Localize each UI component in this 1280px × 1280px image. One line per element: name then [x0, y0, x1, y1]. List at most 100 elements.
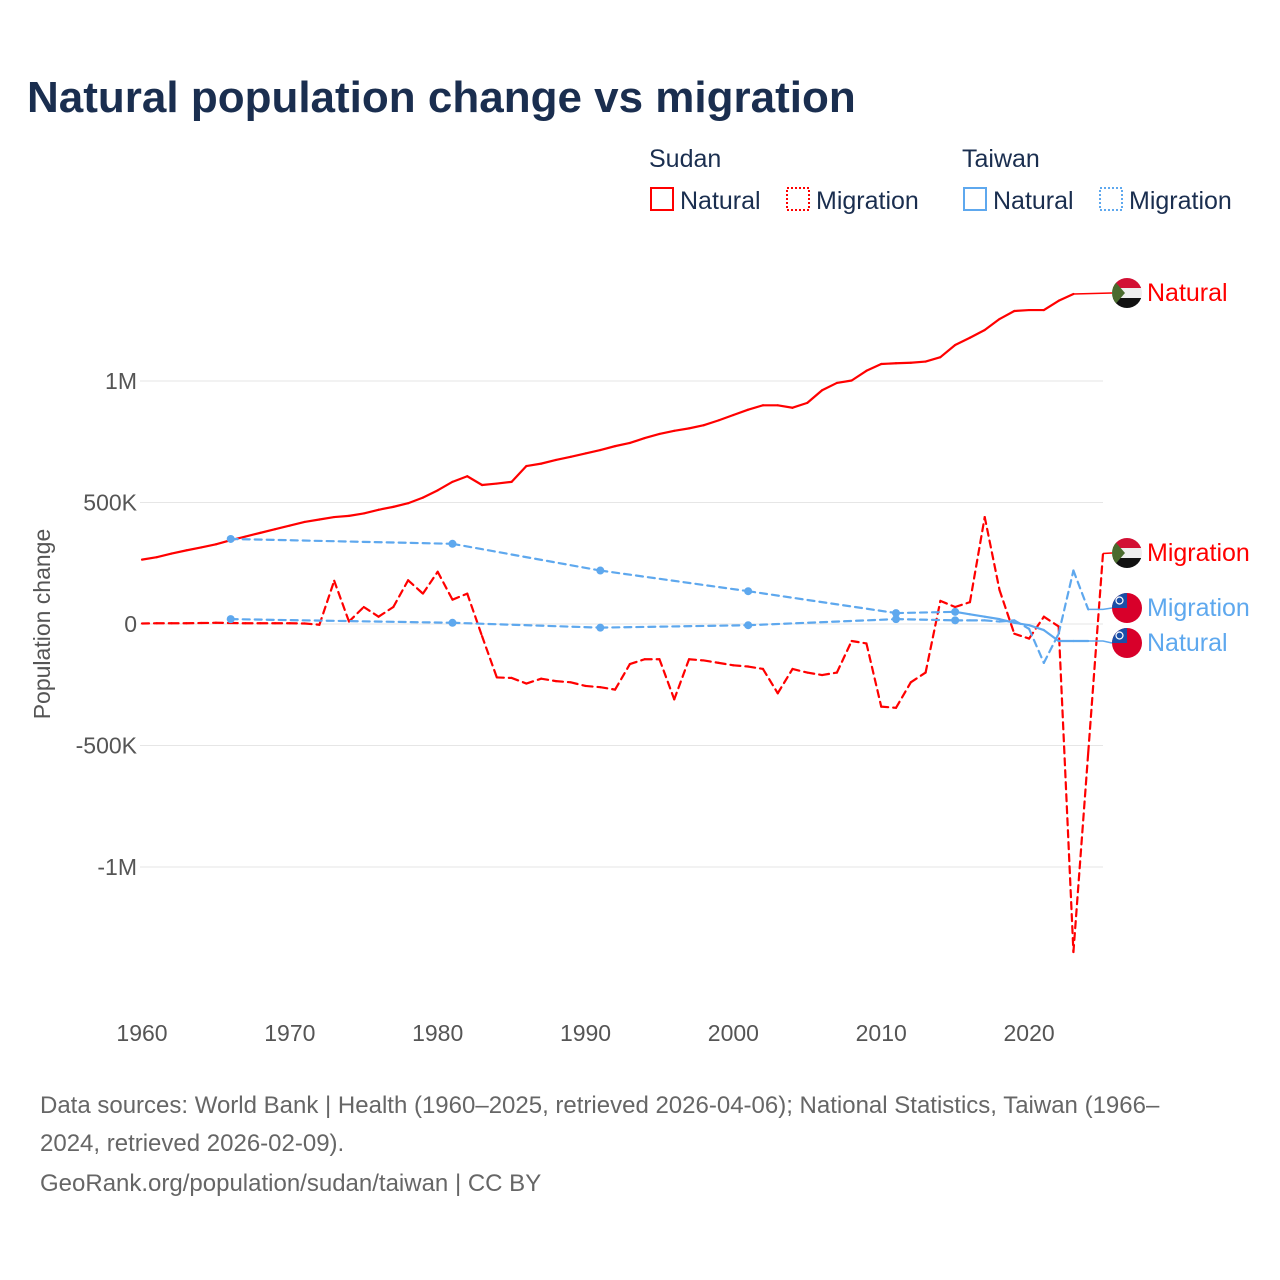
chart-title: Natural population change vs migration: [27, 73, 856, 122]
y-tick-label: -1M: [97, 854, 137, 880]
line-segment: [599, 569, 750, 593]
data-point[interactable]: [448, 539, 457, 548]
line-segment: [170, 549, 188, 555]
x-tick-label: 2000: [708, 1020, 759, 1046]
line-segment: [894, 681, 912, 709]
line-segment: [983, 317, 1001, 332]
line-segment: [1013, 619, 1031, 630]
legend-group-sudan: Sudan: [649, 145, 721, 173]
line-segment: [998, 309, 1016, 321]
line-segment: [466, 475, 484, 487]
legend-label-taiwan-natural[interactable]: Natural: [993, 187, 1074, 215]
y-tick-label: 500K: [83, 490, 137, 516]
line-segment: [377, 605, 395, 618]
y-axis-label: Population change: [29, 529, 55, 720]
line-segment: [1072, 751, 1090, 954]
credit-link[interactable]: GeoRank.org/population/sudan/taiwan | CC…: [40, 1170, 541, 1197]
connector-line: [1088, 607, 1113, 611]
connector-line: [1073, 292, 1113, 295]
data-point[interactable]: [226, 615, 235, 624]
legend-swatch-sudan-migration: [786, 187, 810, 211]
legend-label-sudan-natural[interactable]: Natural: [680, 187, 761, 215]
line-segment: [909, 671, 927, 684]
end-labels: Natural Migration Migration Natural: [1073, 278, 1250, 658]
line-segment: [303, 622, 321, 626]
taiwan-flag-icon: [1112, 593, 1142, 623]
line-segment: [628, 658, 646, 666]
line-segment: [1042, 299, 1060, 312]
data-point[interactable]: [744, 621, 753, 630]
line-segment: [998, 588, 1016, 635]
series-taiwan-natural: [226, 534, 1090, 643]
series-sudan-migration: [140, 515, 1105, 954]
data-point[interactable]: [596, 566, 605, 575]
connector-line: [1088, 640, 1113, 644]
line-segment: [451, 592, 469, 601]
taiwan-migration-end: Migration: [1088, 593, 1250, 623]
end-label-taiwan-natural: Natural: [1147, 629, 1228, 657]
legend-label-sudan-migration[interactable]: Migration: [816, 187, 919, 215]
line-segment: [850, 639, 868, 645]
line-segment: [421, 570, 439, 595]
line-segment: [687, 658, 705, 662]
series-taiwan-migration: [226, 569, 1090, 664]
y-tick-label: -500K: [76, 733, 138, 759]
line-segment: [155, 552, 173, 559]
line-segment: [732, 664, 750, 668]
line-segment: [747, 590, 898, 615]
data-point[interactable]: [596, 623, 605, 632]
line-segment: [894, 618, 957, 622]
line-segment: [451, 475, 469, 483]
line-segment: [614, 662, 631, 691]
line-segment: [554, 455, 572, 462]
sudan-natural-end: Natural: [1073, 278, 1228, 308]
line-segment: [436, 570, 454, 601]
line-segment: [687, 424, 705, 430]
data-point[interactable]: [744, 587, 753, 596]
line-segment: [702, 659, 720, 664]
line-segment: [983, 515, 1001, 592]
data-point[interactable]: [226, 534, 235, 543]
line-segment: [407, 579, 425, 595]
line-segment: [347, 605, 365, 623]
data-point[interactable]: [448, 618, 457, 627]
line-segment: [1013, 632, 1031, 640]
legend: Sudan Natural Migration Taiwan Natural M…: [649, 145, 1232, 215]
line-segment: [658, 658, 676, 701]
sudan-flag-icon: [1112, 538, 1142, 568]
data-point[interactable]: [951, 607, 960, 616]
data-point[interactable]: [892, 609, 901, 618]
line-segment: [717, 661, 735, 667]
line-segment: [747, 665, 765, 671]
x-tick-label: 1990: [560, 1020, 611, 1046]
line-segment: [599, 445, 617, 452]
line-segment: [1057, 625, 1075, 954]
line-segment: [1042, 632, 1060, 664]
line-segment: [820, 381, 838, 392]
line-segment: [806, 389, 824, 404]
line-segment: [347, 512, 365, 517]
line-segment: [466, 592, 484, 638]
data-point[interactable]: [892, 615, 901, 624]
line-segment: [835, 639, 853, 674]
end-label-taiwan-migration: Migration: [1147, 594, 1250, 622]
series-sudan-natural: [140, 292, 1075, 561]
data-point[interactable]: [951, 616, 960, 625]
line-segment: [968, 613, 986, 618]
x-axis: 1960 1970 1980 1990 2000 2010 2020: [116, 1020, 1054, 1046]
line-segment: [924, 356, 942, 363]
line-segment: [392, 579, 410, 609]
line-segment: [673, 427, 691, 432]
line-segment: [229, 537, 454, 545]
x-tick-label: 1970: [264, 1020, 315, 1046]
line-segment: [480, 482, 498, 487]
line-segment: [939, 599, 957, 609]
line-segment: [554, 680, 572, 684]
line-segment: [569, 681, 587, 688]
y-tick-label: 0: [124, 611, 137, 637]
legend-label-taiwan-migration[interactable]: Migration: [1129, 187, 1232, 215]
line-segment: [185, 546, 203, 552]
line-segment: [643, 432, 661, 440]
line-segment: [436, 480, 454, 492]
